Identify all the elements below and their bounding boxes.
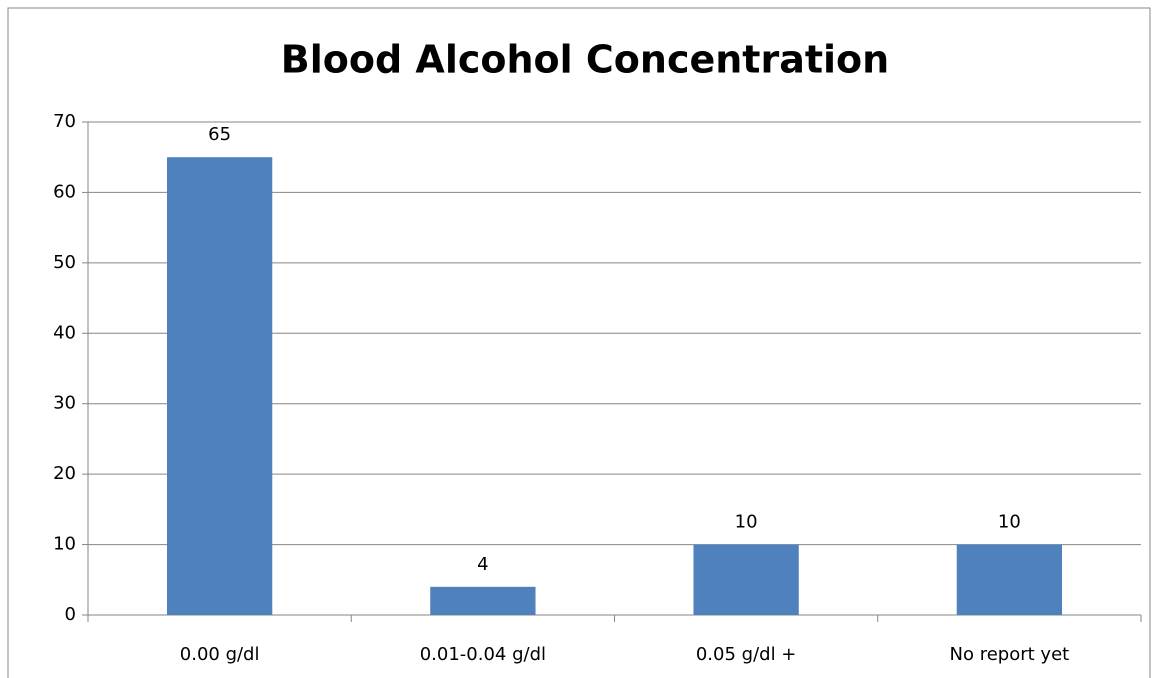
x-tick-label: 0.01-0.04 g/dl <box>420 644 546 665</box>
y-tick-label: 10 <box>53 534 76 555</box>
y-tick-label: 40 <box>53 322 76 343</box>
data-label: 10 <box>735 512 758 533</box>
y-tick-label: 0 <box>65 604 76 625</box>
bar <box>693 544 799 615</box>
x-tick-label: 0.05 g/dl + <box>696 644 797 665</box>
chart-frame <box>7 7 1151 678</box>
data-label: 4 <box>477 554 488 575</box>
x-tick-label: No report yet <box>950 644 1070 665</box>
bar <box>956 544 1063 615</box>
data-label: 10 <box>998 512 1021 533</box>
y-tick-label: 60 <box>53 181 76 202</box>
chart-title: Blood Alcohol Concentration <box>281 38 889 82</box>
bar <box>430 586 536 615</box>
y-tick-label: 50 <box>53 252 76 273</box>
y-tick-label: 20 <box>53 463 76 484</box>
bar <box>166 157 273 615</box>
y-tick-label: 70 <box>53 111 76 132</box>
data-label: 65 <box>208 124 231 145</box>
x-tick-label: 0.00 g/dl <box>180 644 260 665</box>
y-tick-label: 30 <box>53 393 76 414</box>
